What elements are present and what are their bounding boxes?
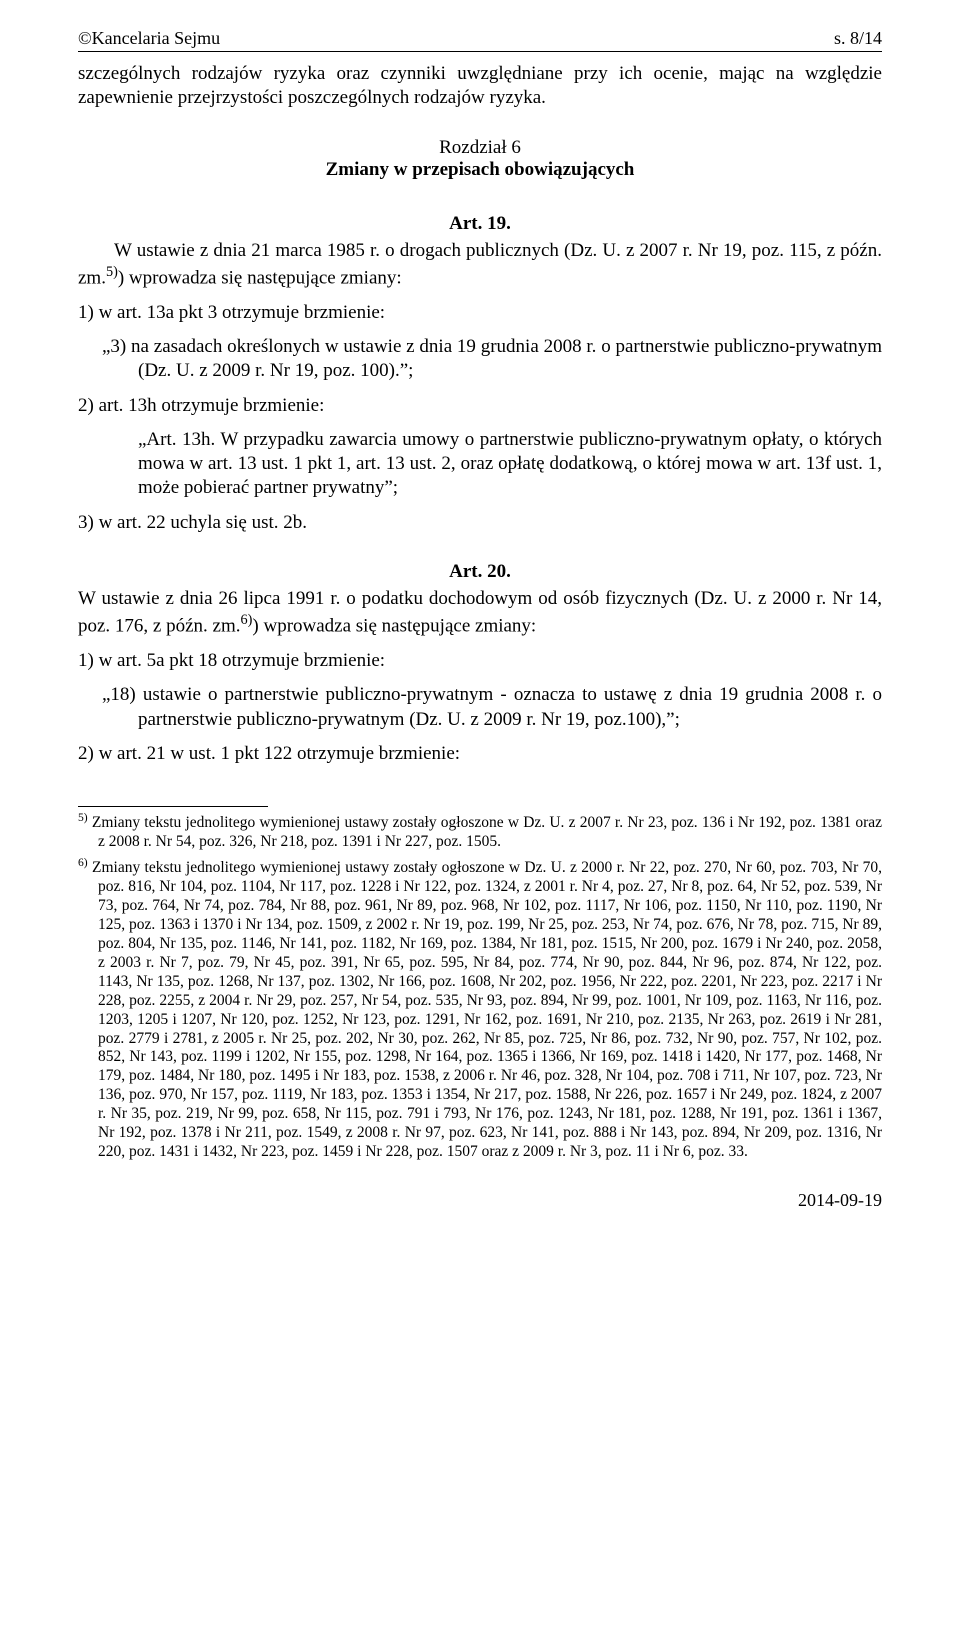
art-20-label: Art. 20.	[78, 561, 882, 583]
footnote-divider	[78, 806, 268, 807]
art-19-p3: 3) w art. 22 uchyla się ust. 2b.	[78, 511, 882, 535]
art-20-p1-quote: „18) ustawie o partnerstwie publiczno-pr…	[78, 683, 882, 732]
intro-paragraph: szczególnych rodzajów ryzyka oraz czynni…	[78, 62, 882, 111]
art-19-p2-head: 2) art. 13h otrzymuje brzmienie:	[78, 394, 882, 418]
header-right: s. 8/14	[834, 28, 882, 49]
footnote-6: 6) Zmiany tekstu jednolitego wymienionej…	[78, 856, 882, 1162]
chapter-label: Rozdział 6	[78, 137, 882, 159]
art-19-label: Art. 19.	[78, 213, 882, 235]
footnote-ref-5: 5)	[106, 264, 118, 280]
art-19-p1-head: 1) w art. 13a pkt 3 otrzymuje brzmienie:	[78, 301, 882, 325]
header-left: ©Kancelaria Sejmu	[78, 28, 220, 49]
art-20-lead: W ustawie z dnia 26 lipca 1991 r. o poda…	[78, 587, 882, 639]
page-header: ©Kancelaria Sejmu s. 8/14	[78, 28, 882, 52]
art-20-p2-head: 2) w art. 21 w ust. 1 pkt 122 otrzymuje …	[78, 742, 882, 766]
footnote-5: 5) Zmiany tekstu jednolitego wymienionej…	[78, 811, 882, 852]
chapter-title: Zmiany w przepisach obowiązujących	[78, 159, 882, 181]
art-19-p1-quote: „3) na zasadach określonych w ustawie z …	[78, 335, 882, 384]
art-20-p1-head: 1) w art. 5a pkt 18 otrzymuje brzmienie:	[78, 649, 882, 673]
footnote-ref-6: 6)	[241, 612, 253, 628]
art-19-lead: W ustawie z dnia 21 marca 1985 r. o drog…	[78, 239, 882, 291]
art-19-p2-quote: „Art. 13h. W przypadku zawarcia umowy o …	[78, 428, 882, 501]
footer-date: 2014-09-19	[78, 1190, 882, 1211]
